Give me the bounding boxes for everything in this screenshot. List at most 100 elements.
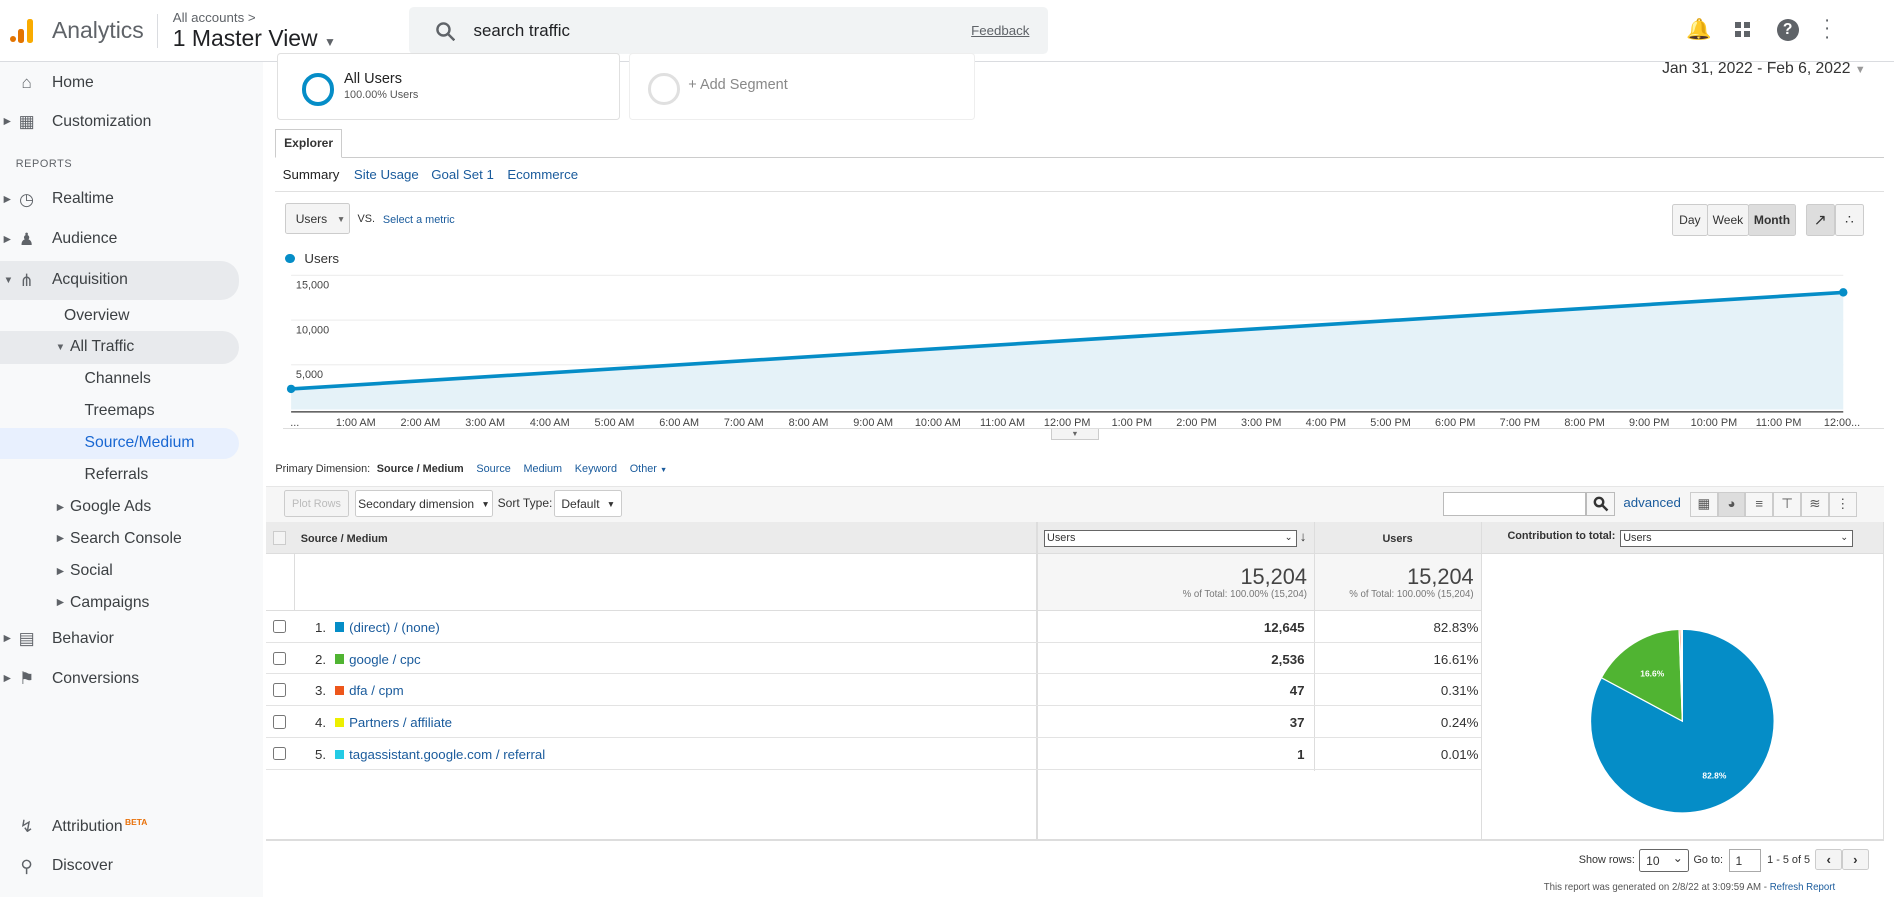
performance-view-icon[interactable]: ≡ <box>1745 491 1774 517</box>
search-input[interactable]: search traffic <box>473 20 570 40</box>
notifications-icon[interactable]: 🔔 <box>1686 18 1712 42</box>
chevron-down-icon: ⌄ <box>1840 532 1849 544</box>
row-checkbox[interactable] <box>272 747 287 761</box>
view-selector[interactable]: 1 Master View ▼ <box>173 25 336 52</box>
caret-right-icon: ▶ <box>56 533 65 545</box>
search-box[interactable]: search traffic Feedback <box>409 7 1049 55</box>
dimension-medium[interactable]: Medium <box>523 462 563 475</box>
sidebar-item-treemaps[interactable]: Treemaps <box>0 393 263 429</box>
x-tick-label: 3:00 PM <box>1240 416 1282 429</box>
dimension-source[interactable]: Source <box>476 462 511 475</box>
advanced-link[interactable]: advanced <box>1623 495 1681 511</box>
sidebar-item-source-medium[interactable]: Source/Medium <box>0 427 240 459</box>
row-checkbox[interactable] <box>272 715 287 729</box>
month-button[interactable]: Month <box>1747 204 1797 236</box>
contribution-select[interactable]: Users ⌄ <box>1619 530 1853 548</box>
refresh-report-link[interactable]: Refresh Report <box>1769 881 1836 893</box>
motion-chart-icon[interactable]: ∴ <box>1834 204 1864 236</box>
select-metric-link[interactable]: Select a metric <box>382 213 455 226</box>
series-color-swatch <box>334 749 345 760</box>
sort-type-dropdown[interactable]: Default ▼ <box>554 490 623 517</box>
sidebar-item-acquisition[interactable]: ▼ ⋔ Acquisition <box>0 260 240 300</box>
pie-slice[interactable] <box>1600 628 1684 723</box>
show-rows-label: Show rows: <box>1578 853 1635 866</box>
goto-input[interactable]: 1 <box>1728 849 1762 873</box>
prev-page-button[interactable]: ‹ <box>1815 849 1843 870</box>
source-medium-link[interactable]: Partners / affiliate <box>349 715 453 731</box>
pie-view-icon[interactable]: ◕ <box>1717 491 1746 517</box>
show-rows-select[interactable]: 10 ⌄ <box>1639 849 1689 873</box>
sidebar-item-channels[interactable]: Channels <box>0 361 263 397</box>
dimension-other[interactable]: Other ▼ <box>630 463 667 475</box>
table-view-icon[interactable]: ▦ <box>1689 491 1718 517</box>
dimension-source-medium[interactable]: Source / Medium <box>376 462 464 475</box>
table-search-button[interactable] <box>1585 491 1615 516</box>
data-point[interactable] <box>286 384 296 394</box>
source-medium-link[interactable]: google / cpc <box>349 651 421 667</box>
row-checkbox[interactable] <box>272 619 287 633</box>
segment-all-users[interactable]: All Users 100.00% Users <box>276 53 620 120</box>
pie-label: 82.8% <box>1703 770 1727 780</box>
date-range-picker[interactable]: Jan 31, 2022 - Feb 6, 2022 ▼ <box>1662 60 1866 78</box>
sidebar-item-search-console[interactable]: ▶ Search Console <box>0 521 263 557</box>
collapse-chart-handle[interactable]: ▼ <box>1050 428 1100 440</box>
pivot-view-icon[interactable]: ⋮ <box>1828 491 1857 517</box>
more-vert-icon[interactable]: · · · <box>1823 9 1831 48</box>
tab-goal-set-1[interactable]: Goal Set 1 <box>431 166 494 182</box>
users-metric-select[interactable]: Users ⌄ <box>1043 530 1298 548</box>
row-checkbox[interactable] <box>272 683 287 697</box>
pagination-range: 1 - 5 of 5 <box>1767 853 1811 866</box>
column-header-source-medium[interactable]: Source / Medium <box>300 532 388 545</box>
sidebar-item-overview[interactable]: Overview <box>0 298 263 334</box>
row-checkbox[interactable] <box>272 651 287 665</box>
sidebar-item-campaigns[interactable]: ▶ Campaigns <box>0 585 263 621</box>
sidebar-item-realtime[interactable]: ▶ ◷ Realtime <box>0 181 263 217</box>
tab-explorer[interactable]: Explorer <box>275 129 342 159</box>
tab-site-usage[interactable]: Site Usage <box>353 166 419 182</box>
source-medium-link[interactable]: tagassistant.google.com / referral <box>349 747 546 763</box>
secondary-dimension-label: Secondary dimension <box>358 496 475 511</box>
sidebar-item-social[interactable]: ▶ Social <box>0 553 263 589</box>
metric-dropdown[interactable]: Users ▼ <box>285 202 351 235</box>
add-segment-button[interactable]: + Add Segment <box>629 53 975 120</box>
label: Audience <box>51 230 118 248</box>
tab-ecommerce[interactable]: Ecommerce <box>507 166 579 182</box>
help-icon[interactable]: ? <box>1776 19 1799 42</box>
column-header-users[interactable]: Users <box>1382 532 1413 545</box>
sidebar-item-conversions[interactable]: ▶ ⚑ Conversions <box>0 661 263 697</box>
sidebar-item-audience[interactable]: ▶ ♟ Audience <box>0 221 263 257</box>
next-page-button[interactable]: › <box>1842 849 1869 870</box>
sidebar-item-all-traffic[interactable]: ▼ All Traffic <box>0 330 240 364</box>
tab-summary[interactable]: Summary <box>282 166 340 182</box>
secondary-dimension-dropdown[interactable]: Secondary dimension ▼ <box>355 490 493 517</box>
sidebar-item-home[interactable]: ⌂ Home <box>0 65 263 101</box>
table-search-input[interactable] <box>1443 491 1586 516</box>
feedback-link[interactable]: Feedback <box>971 22 1030 38</box>
source-medium-link[interactable]: (direct) / (none) <box>349 619 440 635</box>
sidebar-item-customization[interactable]: ▶ ▦ Customization <box>0 104 263 140</box>
table-row: 2. google / cpc 2,536 16.61% <box>265 643 1481 675</box>
sidebar-item-referrals[interactable]: Referrals <box>0 457 263 493</box>
source-medium-link[interactable]: dfa / cpm <box>349 683 404 699</box>
plot-rows-button[interactable]: Plot Rows <box>283 490 350 517</box>
sidebar-item-discover[interactable]: ⚲ Discover <box>0 848 263 884</box>
divider <box>1480 521 1483 840</box>
term-cloud-view-icon[interactable]: ≋ <box>1800 491 1829 517</box>
line-chart-icon[interactable]: ↗ <box>1805 204 1835 236</box>
rows-value: 10 <box>1646 853 1660 868</box>
sidebar-item-behavior[interactable]: ▶ ▤ Behavior <box>0 621 263 657</box>
week-button[interactable]: Week <box>1706 204 1750 236</box>
beta-badge: BETA <box>124 816 148 827</box>
users-value: 1 <box>1297 747 1305 763</box>
dimension-keyword[interactable]: Keyword <box>574 462 618 475</box>
table-row: 1. (direct) / (none) 12,645 82.83% <box>265 611 1481 643</box>
data-point[interactable] <box>1839 288 1848 297</box>
sidebar-item-google-ads[interactable]: ▶ Google Ads <box>0 489 263 525</box>
select-all-checkbox[interactable] <box>272 531 287 545</box>
caret-right-icon: ▶ <box>56 597 65 609</box>
sidebar-item-attribution[interactable]: ↯ Attribution BETA <box>0 808 263 844</box>
sort-arrow-icon[interactable]: ↓ <box>1299 529 1307 545</box>
comparison-view-icon[interactable]: ⊤ <box>1773 491 1801 517</box>
breadcrumb[interactable]: All accounts > <box>172 9 256 25</box>
apps-icon[interactable] <box>1734 21 1751 38</box>
